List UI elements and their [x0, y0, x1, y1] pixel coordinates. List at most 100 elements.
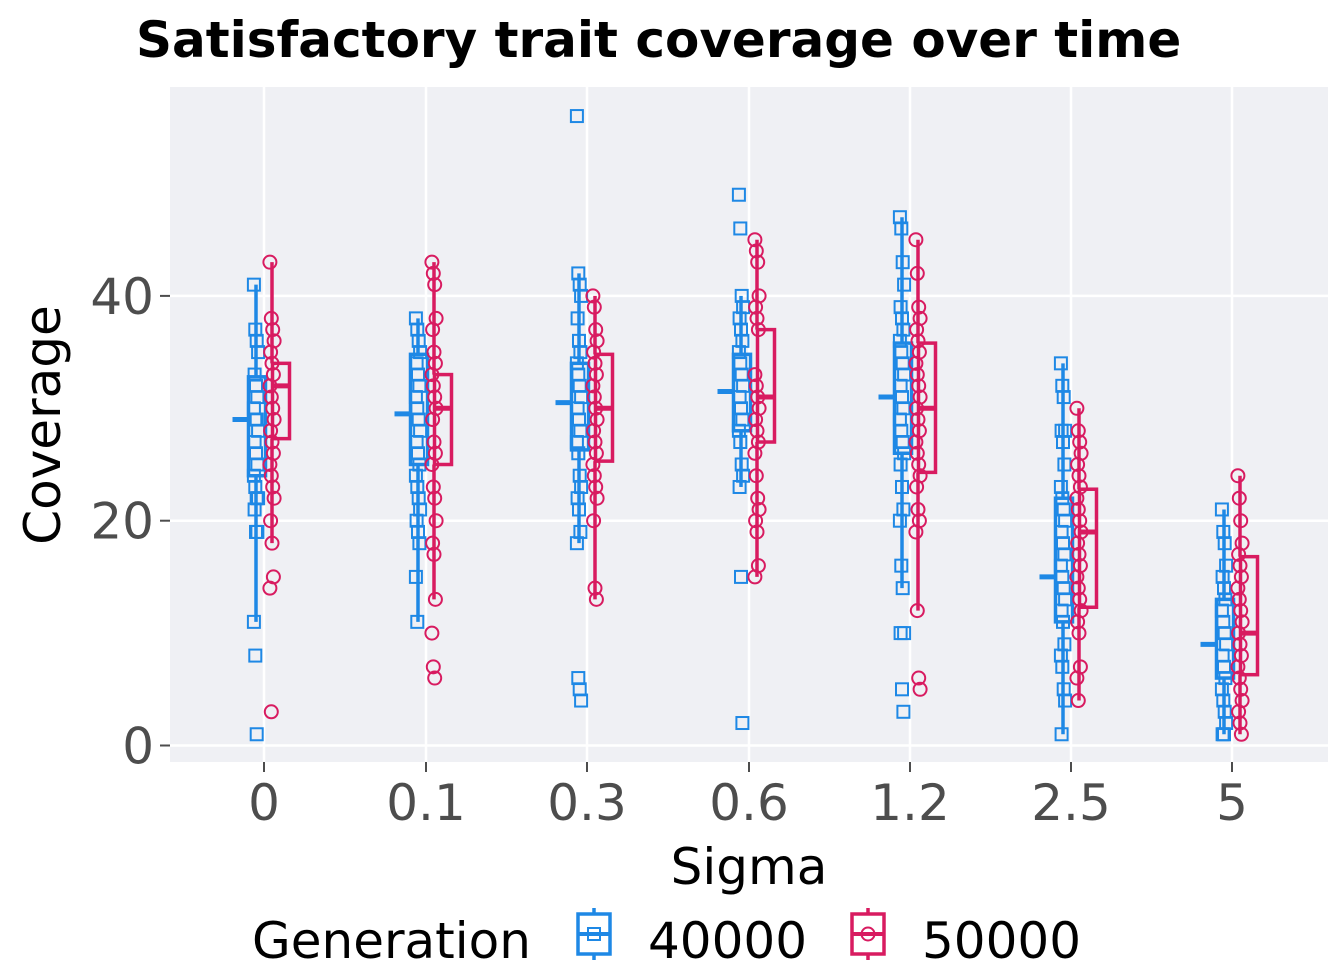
data-point	[586, 468, 602, 484]
data-point	[246, 614, 261, 629]
data-point	[1072, 434, 1088, 450]
data-point	[586, 513, 602, 529]
data-point	[897, 277, 912, 292]
data-point	[588, 400, 604, 416]
data-point	[734, 569, 748, 584]
data-point	[263, 468, 279, 484]
data-point	[747, 232, 763, 248]
legend: Generation 40000 50000	[252, 908, 1081, 960]
data-point	[425, 378, 441, 394]
data-point	[262, 378, 278, 394]
data-point	[735, 716, 750, 731]
data-point	[1217, 727, 1231, 742]
data-point	[426, 546, 442, 562]
data-point	[266, 490, 282, 506]
data-point	[1230, 580, 1246, 596]
x-tick-label: 5	[1216, 774, 1248, 832]
data-point	[247, 502, 262, 517]
data-point	[570, 311, 585, 326]
data-point	[262, 254, 278, 270]
data-point	[425, 412, 441, 428]
data-point	[586, 389, 602, 405]
data-point	[1056, 614, 1070, 629]
data-point	[1217, 536, 1232, 551]
data-point	[569, 109, 584, 124]
data-point	[748, 468, 764, 484]
data-point	[588, 479, 604, 495]
data-point	[569, 536, 584, 551]
legend-marker	[860, 926, 876, 942]
data-point	[910, 501, 926, 517]
data-point	[731, 187, 746, 202]
data-point	[911, 299, 927, 315]
data-point	[1070, 457, 1086, 472]
data-point	[1070, 693, 1086, 709]
data-point	[263, 423, 279, 439]
data-point	[1053, 356, 1068, 371]
data-point	[262, 457, 278, 472]
data-point	[748, 412, 764, 428]
series-50000	[262, 232, 1260, 742]
data-point	[1070, 501, 1086, 517]
data-point	[588, 322, 604, 338]
data-point	[1069, 670, 1085, 686]
box	[432, 372, 454, 467]
data-point	[1233, 603, 1249, 619]
data-point	[1231, 490, 1247, 506]
data-point	[910, 412, 926, 428]
data-point	[585, 288, 601, 304]
data-point	[912, 681, 928, 697]
x-tick-label: 1.2	[870, 774, 950, 832]
legend-key-50000	[850, 908, 886, 960]
data-point	[427, 670, 443, 686]
data-point	[424, 254, 440, 270]
data-point	[571, 446, 586, 461]
data-point	[910, 333, 926, 349]
data-point	[909, 367, 925, 383]
data-point	[425, 265, 441, 281]
data-point	[909, 479, 925, 495]
data-point	[911, 670, 927, 686]
data-point	[750, 490, 766, 506]
data-point	[893, 457, 908, 472]
data-point	[425, 322, 441, 338]
data-point	[1070, 535, 1086, 551]
data-point	[1232, 715, 1248, 731]
data-point	[263, 389, 279, 405]
data-point	[424, 457, 440, 472]
data-point	[426, 434, 442, 450]
data-point	[895, 255, 910, 270]
data-point	[1070, 614, 1086, 630]
data-point	[911, 457, 927, 472]
data-point	[263, 310, 279, 326]
y-tick-label: 0	[122, 718, 154, 776]
data-point	[749, 310, 765, 326]
data-point	[908, 434, 924, 450]
data-point	[427, 591, 443, 607]
data-point	[428, 513, 444, 529]
data-point	[264, 355, 280, 371]
data-point	[1070, 423, 1086, 439]
data-point	[263, 513, 279, 529]
data-point	[246, 277, 261, 292]
data-point	[425, 535, 441, 551]
data-point	[262, 580, 278, 596]
data-point	[265, 322, 281, 338]
data-point	[1071, 546, 1087, 562]
x-axis-title: Sigma	[671, 838, 828, 896]
data-point	[733, 435, 748, 450]
data-point	[1230, 659, 1246, 675]
data-point	[588, 591, 604, 607]
data-point	[427, 389, 443, 405]
data-point	[893, 626, 908, 641]
data-point	[747, 367, 763, 383]
data-point	[909, 445, 925, 461]
data-point	[732, 479, 747, 494]
data-point	[909, 400, 925, 416]
data-point	[1233, 513, 1249, 529]
data-point	[749, 524, 765, 540]
data-point	[1233, 726, 1249, 742]
data-point	[748, 513, 764, 529]
legend-marker	[587, 927, 601, 941]
data-point	[1232, 558, 1248, 574]
